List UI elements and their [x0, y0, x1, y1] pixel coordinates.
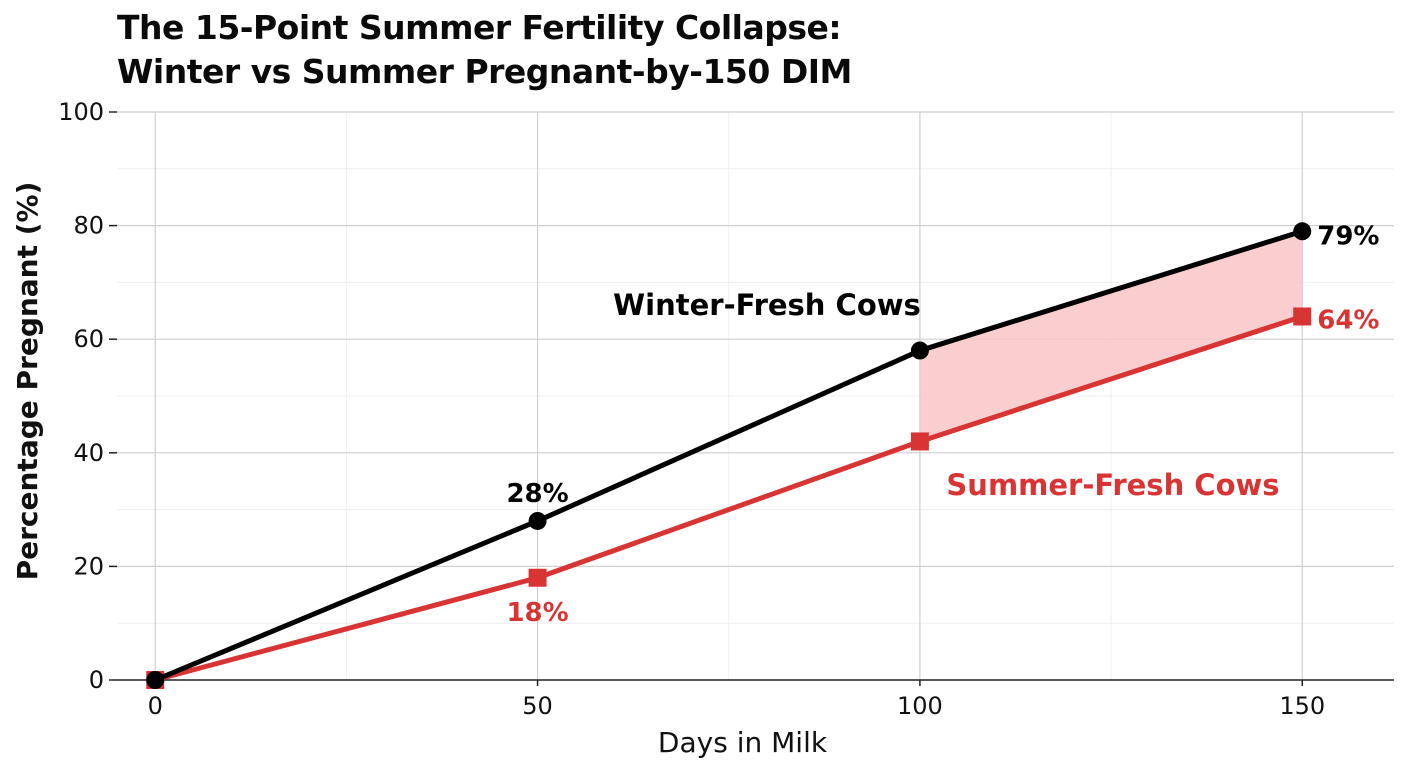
- data-label: 28%: [506, 479, 568, 509]
- series-line-winter: [154, 228, 1303, 683]
- y-axis-title: Percentage Pregnant (%): [11, 182, 44, 581]
- y-tick-label: 20: [73, 552, 104, 580]
- summer-data-point: [528, 568, 547, 587]
- chart-subtitle: Winter vs Summer Pregnant-by-150 DIM: [117, 52, 852, 91]
- gap-area: [919, 231, 1303, 442]
- series-line-summer: [154, 314, 1304, 683]
- y-tick-label: 40: [73, 439, 104, 467]
- winter-data-point: [910, 341, 929, 360]
- winter-data-point: [146, 671, 165, 689]
- data-label: 18%: [506, 598, 568, 628]
- series-lines: [146, 222, 1312, 689]
- data-label: 79%: [1317, 221, 1379, 251]
- series-label-summer: Summer-Fresh Cows: [946, 468, 1279, 502]
- x-tick-label: 50: [522, 692, 553, 720]
- grid: [117, 111, 1394, 680]
- x-tick-label: 100: [897, 692, 943, 720]
- winter-data-point: [528, 511, 547, 530]
- y-tick-label: 60: [73, 325, 104, 353]
- x-tick-label: 150: [1279, 692, 1325, 720]
- chart-title: The 15-Point Summer Fertility Collapse:: [117, 8, 842, 47]
- winter-data-point: [1293, 222, 1312, 241]
- chart-labels: 28% 79% 18% 64% Winter-Fresh Cows Summer-Fres…: [506, 221, 1379, 627]
- x-axis-title: Days in Milk: [658, 726, 828, 759]
- y-tick-label: 0: [89, 666, 104, 694]
- y-tick-label: 80: [73, 212, 104, 240]
- summer-data-point: [1293, 307, 1312, 326]
- y-tick-label: 100: [58, 98, 104, 126]
- summer-data-point: [910, 432, 929, 451]
- series-label-winter: Winter-Fresh Cows: [613, 288, 921, 322]
- data-label: 64%: [1317, 305, 1379, 335]
- gap-shading: [919, 231, 1303, 442]
- axes: 0 20 40 60 80 100 0 50 100 150 Days in Milk Percent…: [11, 98, 1394, 759]
- x-tick-label: 0: [148, 692, 163, 720]
